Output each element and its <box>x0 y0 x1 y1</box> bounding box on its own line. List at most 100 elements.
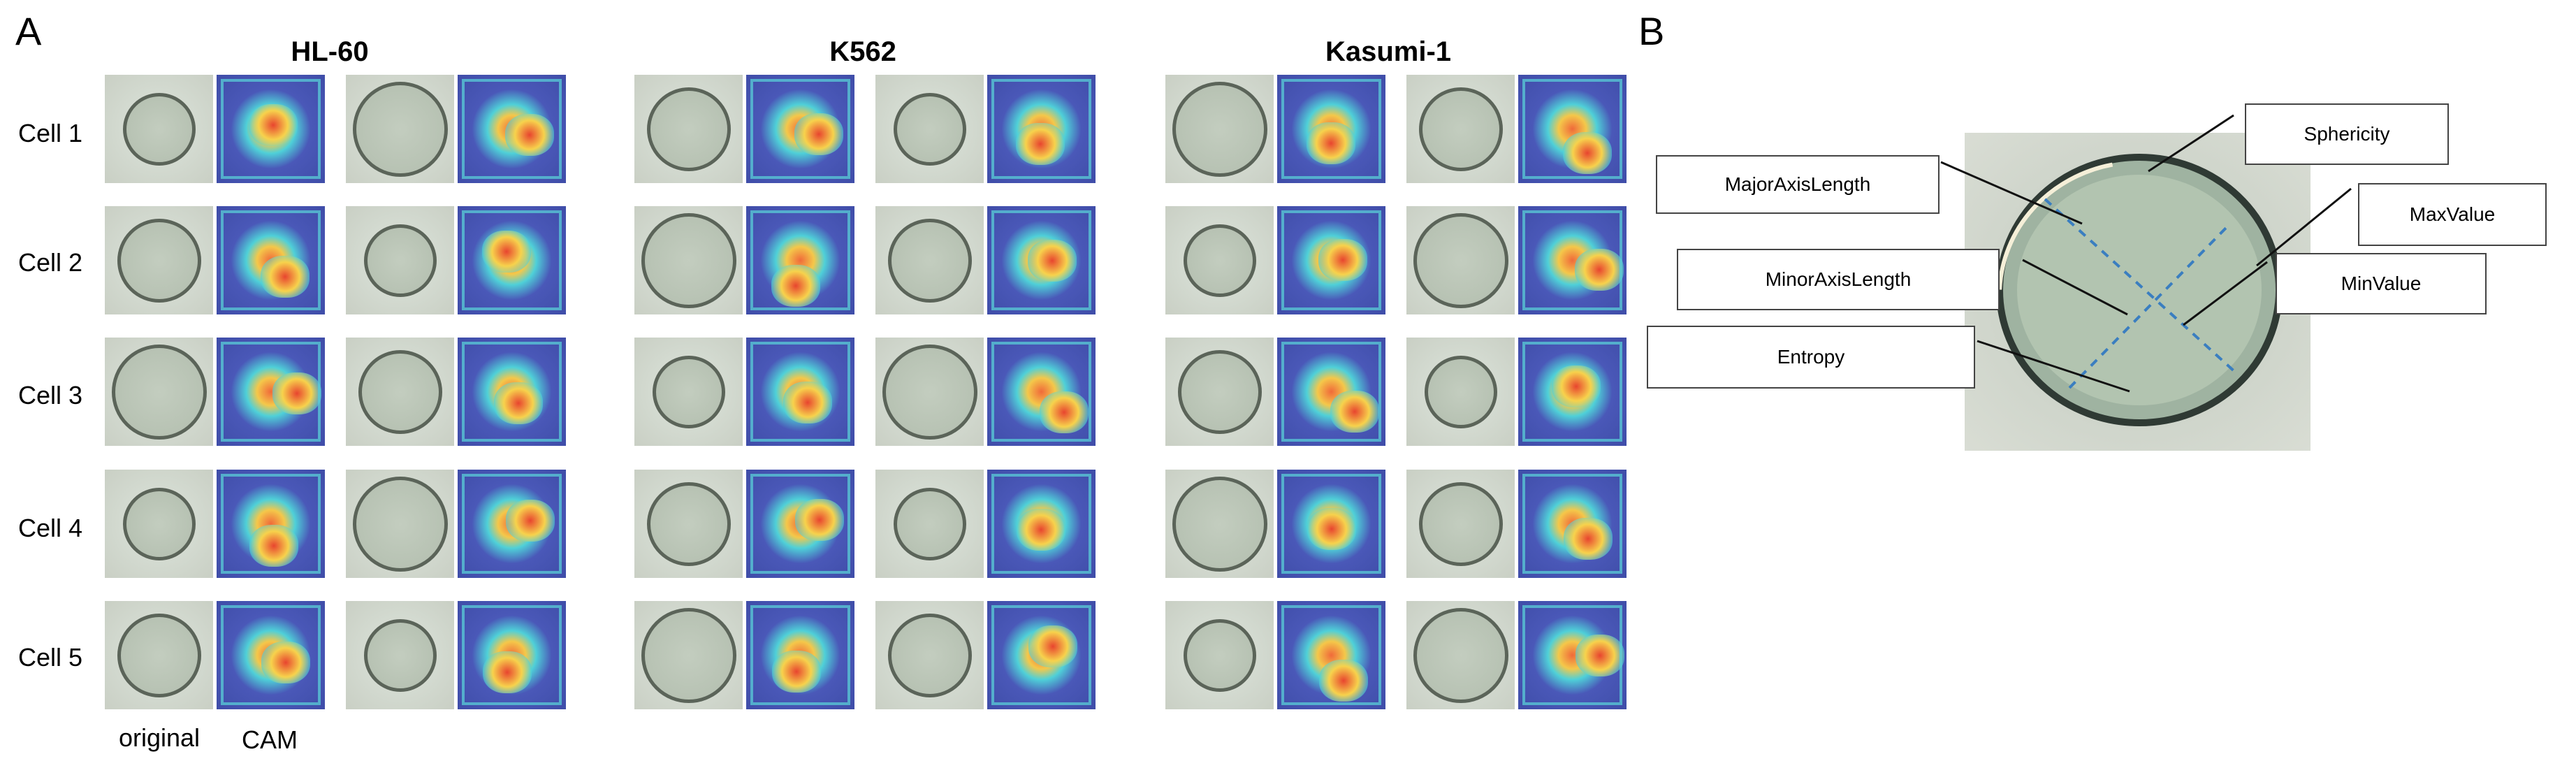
k562-cell-2-cam-image-2 <box>987 206 1096 314</box>
feature-box-minoraxislength: MinorAxisLength <box>1677 249 2000 310</box>
kasumi1-cell-3-cam-image-1 <box>1277 338 1385 446</box>
cam-frame <box>750 342 850 442</box>
cell-body <box>652 355 725 428</box>
kasumi1-cell-2-cam-image-2 <box>1518 206 1627 314</box>
k562-cell-5-original-image-1 <box>634 601 743 709</box>
cam-frame <box>462 79 562 179</box>
cell-body <box>1418 87 1503 171</box>
kasumi1-cell-3-cam-image-2 <box>1518 338 1627 446</box>
cam-hotspot <box>1564 518 1613 560</box>
cell-body <box>1418 481 1503 566</box>
hl60-cell-2-cam-image-1 <box>217 206 325 314</box>
cam-hotspot <box>1016 123 1065 165</box>
kasumi1-cell-4-cam-image-2 <box>1518 470 1627 578</box>
cell-body <box>1177 349 1262 434</box>
cell-body <box>122 487 196 560</box>
cell-body <box>117 613 201 697</box>
caption-cam: CAM <box>242 725 298 754</box>
kasumi1-cell-2-original-image-2 <box>1406 206 1515 314</box>
row-label-cell-4: Cell 4 <box>18 514 83 542</box>
cam-frame <box>1522 474 1622 574</box>
k562-cell-2-original-image-2 <box>875 206 984 314</box>
cam-hotspot <box>1017 509 1065 551</box>
k562-cell-3-original-image-2 <box>875 338 984 446</box>
kasumi1-cell-4-cam-image-1 <box>1277 470 1385 578</box>
kasumi1-cell-1-cam-image-2 <box>1518 75 1627 183</box>
cam-frame <box>1281 79 1381 179</box>
cell-body <box>111 344 207 440</box>
row-label-cell-5: Cell 5 <box>18 643 83 672</box>
cam-hotspot <box>505 114 554 156</box>
k562-cell-1-cam-image-1 <box>746 75 854 183</box>
cam-frame <box>221 474 321 574</box>
group-title-k562: K562 <box>829 36 896 67</box>
row-label-cell-3: Cell 3 <box>18 381 83 410</box>
cell-body <box>646 87 731 171</box>
cam-frame <box>750 605 850 705</box>
cell-body <box>887 218 972 303</box>
cell-body <box>887 613 972 697</box>
cam-frame <box>1522 342 1622 442</box>
hl60-cell-3-cam-image-2 <box>458 338 566 446</box>
cell-body <box>882 344 977 440</box>
cam-frame <box>991 79 1091 179</box>
k562-cell-5-cam-image-1 <box>746 601 854 709</box>
cam-hotspot <box>1563 132 1612 174</box>
cam-frame <box>221 210 321 310</box>
cell-body <box>1183 618 1256 692</box>
kasumi1-cell-2-original-image-1 <box>1165 206 1274 314</box>
k562-cell-3-cam-image-2 <box>987 338 1096 446</box>
feature-illustration-svg <box>1996 154 2283 430</box>
cam-hotspot <box>261 256 310 298</box>
hl60-cell-4-cam-image-1 <box>217 470 325 578</box>
hl60-cell-3-original-image-2 <box>346 338 454 446</box>
cam-hotspot <box>783 382 832 423</box>
cell-body <box>1183 224 1256 297</box>
cam-hotspot <box>1576 635 1624 676</box>
cam-hotspot <box>1552 365 1601 407</box>
kasumi1-cell-4-original-image-2 <box>1406 470 1515 578</box>
row-label-cell-2: Cell 2 <box>18 248 83 277</box>
cam-hotspot <box>1040 391 1089 433</box>
cam-hotspot <box>1028 240 1077 282</box>
hl60-cell-4-original-image-1 <box>105 470 213 578</box>
cam-hotspot <box>794 113 843 155</box>
cell-body <box>1172 476 1267 572</box>
cam-frame <box>1281 605 1381 705</box>
major-axis-line <box>2044 198 2239 375</box>
k562-cell-4-original-image-2 <box>875 470 984 578</box>
k562-cell-4-original-image-1 <box>634 470 743 578</box>
cam-frame <box>1281 210 1381 310</box>
cam-frame <box>1281 474 1381 574</box>
cam-hotspot <box>1575 249 1624 291</box>
cell-body <box>363 224 437 297</box>
cam-frame <box>750 474 850 574</box>
kasumi1-cell-5-original-image-1 <box>1165 601 1274 709</box>
kasumi1-cell-1-original-image-1 <box>1165 75 1274 183</box>
hl60-cell-5-cam-image-2 <box>458 601 566 709</box>
kasumi1-cell-3-original-image-2 <box>1406 338 1515 446</box>
cell-body <box>1413 607 1508 703</box>
k562-cell-4-cam-image-2 <box>987 470 1096 578</box>
cam-frame <box>1522 605 1622 705</box>
k562-cell-1-original-image-2 <box>875 75 984 183</box>
cam-hotspot <box>1307 122 1355 164</box>
cam-hotspot <box>795 499 844 541</box>
cell-body <box>122 92 196 166</box>
cell-inner <box>2017 175 2262 405</box>
cam-hotspot <box>1318 239 1367 281</box>
k562-cell-3-original-image-1 <box>634 338 743 446</box>
cam-hotspot <box>483 651 532 693</box>
k562-cell-2-original-image-1 <box>634 206 743 314</box>
feature-box-majoraxislength: MajorAxisLength <box>1656 155 1940 214</box>
panel-b-letter: B <box>1638 9 1665 53</box>
feature-illustration <box>1965 133 2311 451</box>
cam-hotspot <box>261 642 310 683</box>
feature-box-entropy: Entropy <box>1647 326 1975 389</box>
cam-frame <box>462 210 562 310</box>
k562-cell-4-cam-image-1 <box>746 470 854 578</box>
cam-frame <box>991 342 1091 442</box>
cam-hotspot <box>772 651 821 693</box>
hl60-cell-2-original-image-2 <box>346 206 454 314</box>
cam-hotspot <box>1330 391 1379 433</box>
